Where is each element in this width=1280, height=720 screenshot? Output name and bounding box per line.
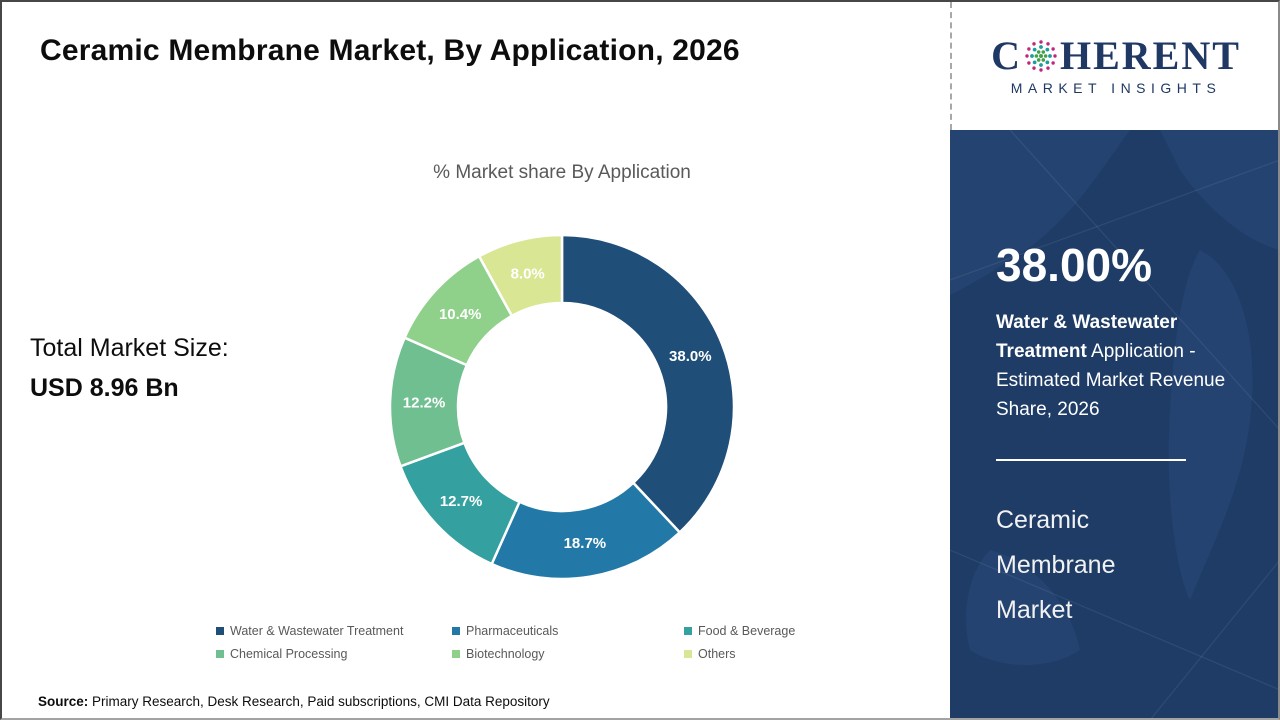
legend-marker-icon bbox=[684, 627, 692, 635]
market-name-line-2: Membrane bbox=[996, 551, 1116, 579]
brand-letter-c: C bbox=[991, 33, 1022, 78]
page-title: Ceramic Membrane Market, By Application,… bbox=[40, 34, 740, 67]
legend-label: Pharmaceuticals bbox=[466, 624, 559, 638]
highlight-segment-name: Water & Wastewater Treatment bbox=[996, 312, 1178, 362]
market-name-line-1: Ceramic bbox=[996, 506, 1090, 534]
legend-item: Biotechnology bbox=[452, 647, 684, 661]
legend-marker-icon bbox=[452, 627, 460, 635]
legend-marker-icon bbox=[216, 650, 224, 658]
highlight-description: Water & Wastewater Treatment Application… bbox=[996, 308, 1234, 424]
total-market-size: Total Market Size: USD 8.96 Bn bbox=[30, 328, 229, 408]
slice-label: 18.7% bbox=[564, 535, 607, 552]
total-market-size-label: Total Market Size: bbox=[30, 334, 229, 362]
legend-label: Chemical Processing bbox=[230, 647, 348, 661]
legend-label: Biotechnology bbox=[466, 647, 545, 661]
slice-label: 8.0% bbox=[511, 265, 545, 282]
legend-label: Others bbox=[698, 647, 736, 661]
sidebar-divider bbox=[996, 459, 1186, 461]
donut-slice bbox=[477, 233, 564, 318]
brand-letters-herent: HERENT bbox=[1059, 33, 1241, 78]
slice-label: 38.0% bbox=[669, 348, 712, 365]
legend-marker-icon bbox=[452, 650, 460, 658]
highlight-description-rest: Application - Estimated Market Revenue S… bbox=[996, 341, 1226, 420]
chart-legend: Water & Wastewater Treatment Pharmaceutic… bbox=[216, 624, 826, 661]
legend-item: Food & Beverage bbox=[684, 624, 826, 638]
source-text: Primary Research, Desk Research, Paid su… bbox=[88, 694, 550, 709]
market-name-line-3: Market bbox=[996, 596, 1073, 624]
highlight-sidebar: 38.00% Water & Wastewater Treatment Appl… bbox=[950, 130, 1278, 718]
legend-item: Chemical Processing bbox=[216, 647, 452, 661]
highlight-share-value: 38.00% bbox=[996, 239, 1153, 291]
slice-label: 12.2% bbox=[403, 395, 446, 412]
coherent-globe-icon bbox=[1025, 40, 1057, 72]
legend-item: Others bbox=[684, 647, 826, 661]
donut-chart-container: 38.0% 18.7% 12.7% 12.2% 10.4% 8.0% bbox=[362, 207, 762, 607]
brand-logo: C HERENT MARKET INSIGHTS bbox=[950, 2, 1278, 130]
legend-label: Water & Wastewater Treatment bbox=[230, 624, 404, 638]
legend-label: Food & Beverage bbox=[698, 624, 796, 638]
legend-marker-icon bbox=[684, 650, 692, 658]
chart-title: % Market share By Application bbox=[433, 162, 691, 183]
total-market-size-value: USD 8.96 Bn bbox=[30, 374, 179, 402]
legend-item: Pharmaceuticals bbox=[452, 624, 684, 638]
world-map-decoration bbox=[950, 130, 1278, 718]
donut-slice bbox=[560, 233, 736, 535]
source-note: Source: Primary Research, Desk Research,… bbox=[38, 694, 550, 709]
brand-subtitle: MARKET INSIGHTS bbox=[1010, 80, 1222, 96]
slice-label: 12.7% bbox=[440, 493, 483, 510]
report-market-name: Ceramic Membrane Market bbox=[996, 498, 1116, 633]
slice-label: 10.4% bbox=[439, 306, 482, 323]
source-label: Source: bbox=[38, 694, 89, 709]
brand-wordmark: C HERENT bbox=[991, 36, 1241, 76]
donut-chart: 38.0% 18.7% 12.7% 12.2% 10.4% 8.0% bbox=[388, 233, 736, 581]
legend-item: Water & Wastewater Treatment bbox=[216, 624, 452, 638]
legend-marker-icon bbox=[216, 627, 224, 635]
